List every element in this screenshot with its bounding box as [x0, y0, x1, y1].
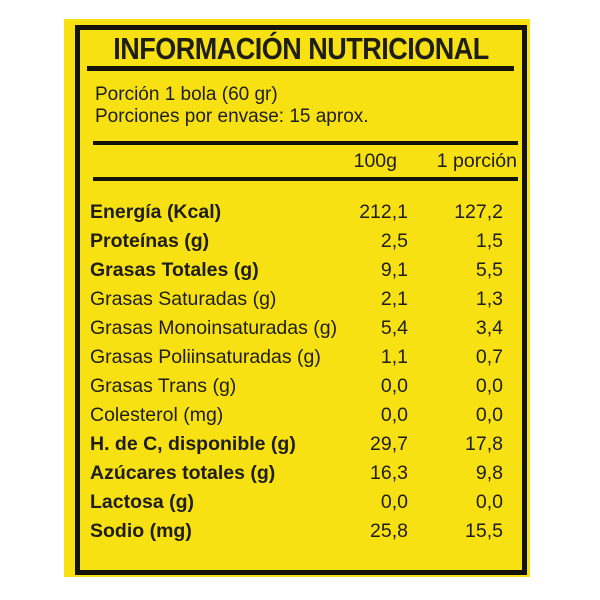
- nutrient-label: Colesterol (mg): [90, 404, 224, 426]
- label-title: INFORMACIÓN NUTRICIONAL: [113, 32, 489, 66]
- nutrient-value-100g: 2,1: [380, 288, 408, 310]
- title-rule: [87, 66, 514, 71]
- nutrient-value-100g: 16,3: [370, 462, 408, 484]
- nutrient-value-portion: 3,4: [475, 317, 503, 339]
- nutrition-label: INFORMACIÓN NUTRICIONAL Porción 1 bola (…: [64, 19, 530, 577]
- nutrient-row: Grasas Poliinsaturadas (g) 1,1 0,7: [80, 343, 522, 372]
- nutrient-value-portion: 5,5: [475, 259, 503, 281]
- nutrient-label: Lactosa (g): [90, 491, 195, 513]
- servings-per-container: Porciones por envase: 15 aprox.: [95, 106, 369, 127]
- nutrient-value-portion: 1,3: [475, 288, 503, 310]
- serving-size: Porción 1 bola (60 gr): [95, 84, 278, 105]
- nutrient-value-portion: 9,8: [475, 462, 503, 484]
- nutrient-value-100g: 0,0: [380, 375, 408, 397]
- nutrient-value-portion: 0,0: [475, 375, 503, 397]
- separator-above-headers: [93, 141, 518, 145]
- nutrient-row: Colesterol (mg) 0,0 0,0: [80, 401, 522, 430]
- column-header-100g: 100g: [353, 149, 397, 172]
- nutrient-row: Sodio (mg) 25,8 15,5: [80, 517, 522, 546]
- nutrient-label: Azúcares totales (g): [90, 462, 276, 484]
- nutrient-value-portion: 127,2: [454, 201, 503, 223]
- nutrient-value-portion: 0,0: [475, 404, 503, 426]
- nutrient-value-100g: 1,1: [380, 346, 408, 368]
- nutrient-value-100g: 212,1: [359, 201, 408, 223]
- nutrient-value-100g: 29,7: [370, 433, 408, 455]
- nutrient-label: Grasas Trans (g): [90, 375, 237, 397]
- nutrient-label: Grasas Monoinsaturadas (g): [90, 317, 338, 339]
- nutrient-label: Proteínas (g): [90, 230, 210, 252]
- nutrient-label: Energía (Kcal): [90, 201, 222, 223]
- separator-below-headers: [93, 177, 518, 181]
- nutrient-row: Lactosa (g) 0,0 0,0: [80, 488, 522, 517]
- nutrient-row: Grasas Saturadas (g) 2,1 1,3: [80, 285, 522, 314]
- nutrient-table: Energía (Kcal) 212,1 127,2 Proteínas (g) 2,5…: [80, 198, 522, 546]
- nutrient-row: H. de C, disponible (g) 29,7 17,8: [80, 430, 522, 459]
- nutrient-value-100g: 0,0: [380, 404, 408, 426]
- column-header-row: 100g 1 porción: [80, 145, 522, 177]
- nutrient-label: Grasas Saturadas (g): [90, 288, 277, 310]
- nutrient-row: Proteínas (g) 2,5 1,5: [80, 227, 522, 256]
- nutrient-label: Sodio (mg): [90, 520, 192, 542]
- nutrient-value-100g: 5,4: [380, 317, 408, 339]
- nutrient-value-100g: 9,1: [380, 259, 408, 281]
- nutrient-value-portion: 0,0: [475, 491, 503, 513]
- nutrient-row: Grasas Totales (g) 9,1 5,5: [80, 256, 522, 285]
- nutrient-value-portion: 1,5: [475, 230, 503, 252]
- nutrient-label: H. de C, disponible (g): [90, 433, 296, 455]
- nutrient-value-portion: 17,8: [465, 433, 503, 455]
- nutrient-row: Energía (Kcal) 212,1 127,2: [80, 198, 522, 227]
- nutrient-value-portion: 15,5: [465, 520, 503, 542]
- nutrient-value-100g: 25,8: [370, 520, 408, 542]
- nutrient-value-100g: 0,0: [380, 491, 408, 513]
- nutrient-row: Azúcares totales (g) 16,3 9,8: [80, 459, 522, 488]
- serving-info: Porción 1 bola (60 gr) Porciones por env…: [95, 84, 518, 128]
- nutrition-label-border: INFORMACIÓN NUTRICIONAL Porción 1 bola (…: [75, 25, 527, 575]
- nutrient-value-portion: 0,7: [475, 346, 503, 368]
- column-header-portion: 1 porción: [436, 149, 517, 172]
- nutrient-label: Grasas Totales (g): [90, 259, 259, 281]
- nutrient-row: Grasas Trans (g) 0,0 0,0: [80, 372, 522, 401]
- nutrient-label: Grasas Poliinsaturadas (g): [90, 346, 321, 368]
- nutrient-row: Grasas Monoinsaturadas (g) 5,4 3,4: [80, 314, 522, 343]
- nutrient-value-100g: 2,5: [380, 230, 408, 252]
